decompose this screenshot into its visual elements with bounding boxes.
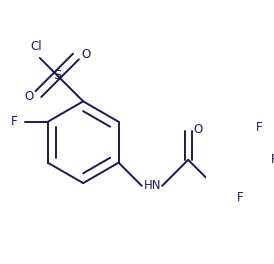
Text: S: S (53, 69, 61, 82)
Text: F: F (256, 121, 262, 134)
Text: F: F (237, 191, 244, 204)
Text: HN: HN (144, 179, 161, 192)
Text: O: O (193, 122, 202, 136)
Text: O: O (24, 90, 33, 103)
Text: F: F (271, 153, 274, 166)
Text: F: F (10, 115, 17, 128)
Text: O: O (81, 48, 90, 61)
Text: Cl: Cl (30, 40, 42, 53)
